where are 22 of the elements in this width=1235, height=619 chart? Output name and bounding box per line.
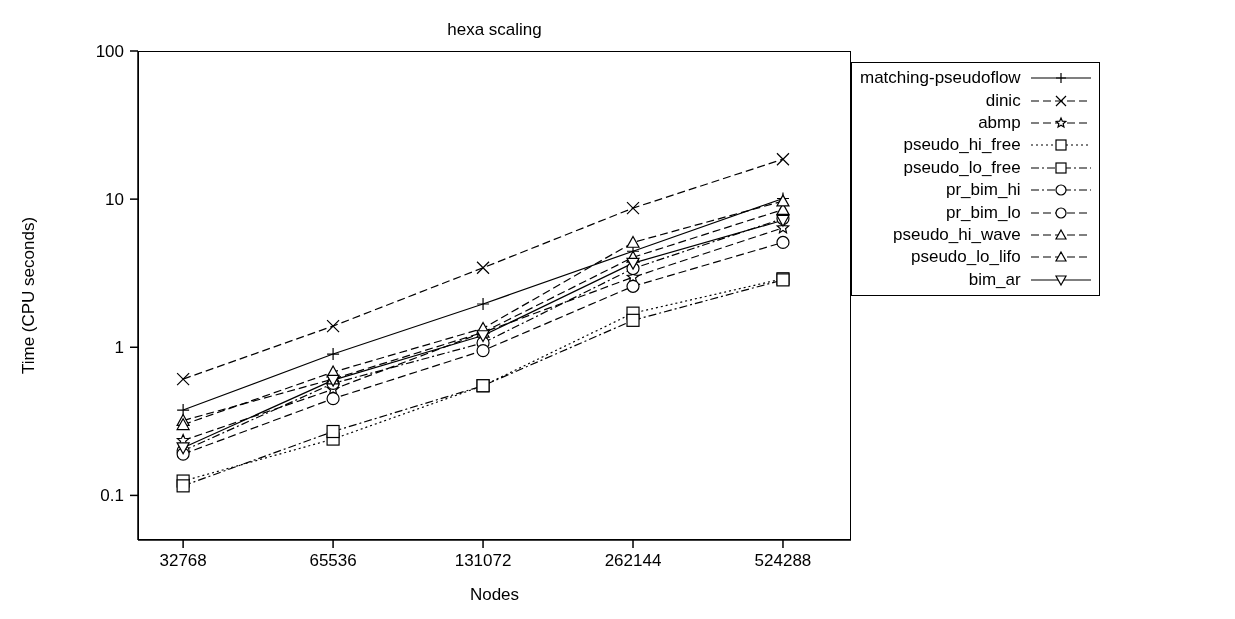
legend-label: pseudo_lo_lifo <box>911 247 1021 268</box>
legend-label: abmp <box>978 112 1021 133</box>
legend-label: pseudo_lo_free <box>903 157 1021 178</box>
legend-label: bim_ar <box>968 269 1021 290</box>
x-axis-title: Nodes <box>469 585 520 604</box>
y-tick-label: 100 <box>95 42 124 62</box>
x-tick-label: 524288 <box>754 551 812 571</box>
legend-label: pr_bim_lo <box>946 202 1021 223</box>
legend-label: pr_bim_hi <box>946 180 1021 201</box>
y-tick-label: 0.1 <box>100 486 124 506</box>
x-tick-label: 32768 <box>159 551 207 571</box>
legend-label: matching-pseudoflow <box>860 68 1021 89</box>
legend-label: dinic <box>985 90 1021 111</box>
chart-title: hexa scaling <box>446 20 543 40</box>
y-axis-title: Time (CPU seconds) <box>19 216 39 375</box>
legend-label: pseudo_hi_wave <box>893 224 1021 245</box>
x-tick-label: 262144 <box>604 551 662 571</box>
y-tick-label: 10 <box>105 190 124 210</box>
x-tick-label: 65536 <box>309 551 357 571</box>
legend-label: pseudo_hi_free <box>903 135 1021 156</box>
y-tick-label: 1 <box>114 338 124 358</box>
x-tick-label: 131072 <box>454 551 512 571</box>
